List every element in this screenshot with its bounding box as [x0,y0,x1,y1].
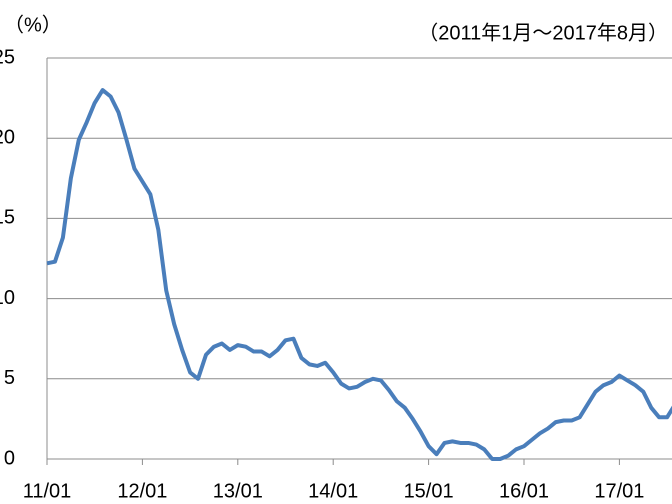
y-tick-label: 25 [0,46,15,68]
x-tick-label: 16/01 [499,480,549,502]
y-tick-label: 0 [4,447,15,469]
y-tick-label: 20 [0,126,15,148]
data-line [46,88,672,461]
x-tick-label: 14/01 [308,480,358,502]
y-tick-label: 5 [4,367,15,389]
x-tick-label: 12/01 [117,480,167,502]
x-tick-label: 15/01 [404,480,454,502]
y-tick-label: 10 [0,287,15,309]
unit-label: （%） [4,13,62,36]
x-tick-label: 13/01 [213,480,263,502]
chart-subtitle: （2011年1月～2017年8月） [418,21,668,44]
x-tick-label: 17/01 [594,480,644,502]
x-tick-label: 11/01 [23,480,72,502]
y-tick-label: 15 [0,207,15,229]
